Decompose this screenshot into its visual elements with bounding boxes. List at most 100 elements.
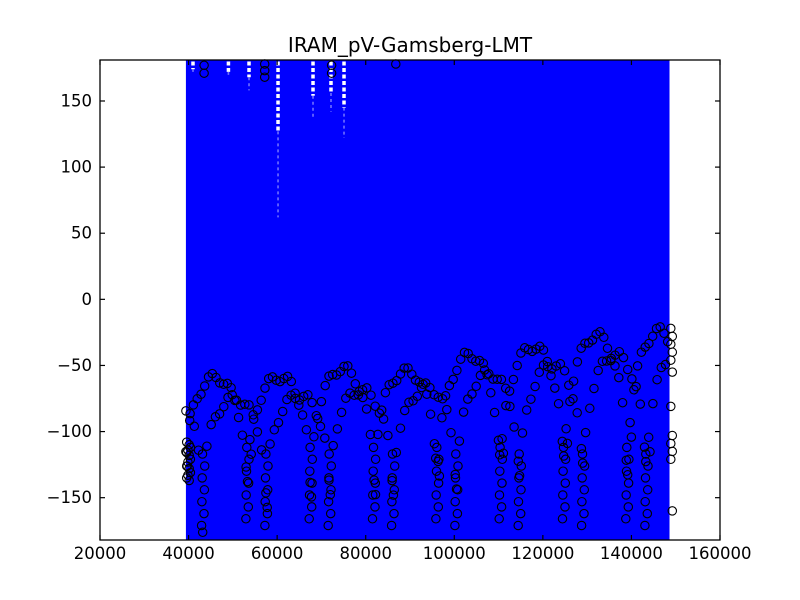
data-point-circle [199,381,210,391]
data-point-circle [389,508,399,519]
data-point-circle [437,394,448,404]
data-point-circle [316,396,327,407]
data-point-circle [286,376,297,387]
data-point-circle [241,466,252,476]
data-point-circle [357,385,368,395]
data-point-circle [243,502,254,512]
data-point-circle [602,343,613,354]
data-point-circle [431,466,442,476]
data-point-circle [560,454,571,465]
data-point-circle [215,378,225,388]
data-point-circle [433,392,444,402]
data-point-circle [622,364,633,375]
data-point-circle [297,410,308,420]
data-point-circle [577,496,587,507]
data-point-circle [500,383,511,394]
data-point-circle [309,432,319,442]
data-point-circle [558,442,569,453]
data-point-circle [617,397,628,408]
data-point-circle [489,407,500,418]
data-point-circle [324,449,334,459]
data-point-circle [307,478,317,488]
data-point-circle [516,461,527,471]
data-point-circle [644,338,654,349]
data-point-circle [273,417,284,428]
scatter-markers [181,59,678,538]
data-point-circle [265,439,275,449]
data-point-circle [246,449,256,459]
data-point-circle [263,461,273,471]
data-point-circle [579,485,590,495]
data-point-circle [496,374,507,385]
data-point-circle [185,408,195,419]
data-point-circle [577,458,588,468]
data-point-circle [326,68,337,78]
data-point-circle [618,352,629,363]
data-point-circle [412,391,423,402]
data-point-circle [323,520,333,531]
data-point-circle [446,427,456,438]
data-point-circle [196,389,206,400]
data-point-circle [431,514,441,524]
data-point-circle [343,361,353,371]
data-point-circle [555,359,566,369]
data-point-circle [183,457,193,467]
data-point-circle [585,403,595,414]
data-point-circle [259,72,270,82]
x-tick-label: 120000 [511,544,574,563]
data-point-circle [304,514,314,524]
data-point-circle [546,370,556,381]
data-point-circle [640,496,650,507]
data-point-circle [452,485,463,495]
data-point-circle [261,449,271,459]
data-point-circle [262,485,273,495]
data-point-circle [367,514,378,524]
data-point-circle [305,466,315,476]
data-point-circle [478,358,489,369]
data-point-circle [218,379,229,389]
x-tick-label: 140000 [600,544,663,563]
data-point-circle [245,434,255,445]
data-point-circle [242,476,253,487]
data-point-circle [373,429,383,440]
plot-title: IRAM_pV-Gamsberg-LMT [288,33,533,57]
data-point-circle [557,436,568,447]
data-point-circle [498,448,509,459]
data-point-circle [248,414,259,424]
data-point-circle [305,442,315,453]
data-point-circle [370,478,381,488]
data-point-circle [589,383,599,394]
data-point-circle [467,389,477,399]
data-point-circle [378,414,389,424]
data-point-circle [199,461,210,471]
data-point-circle [538,360,549,370]
data-point-circle [492,374,502,385]
data-point-circle [497,454,508,465]
data-point-circle [530,381,540,392]
data-point-circle [433,478,444,488]
data-point-circle [448,374,458,385]
data-point-circle [497,433,507,444]
data-point-circle [197,449,208,459]
data-point-circle [666,454,676,465]
data-point-circle [387,473,397,483]
data-point-circle [450,496,460,507]
data-point-circle [442,404,452,415]
data-point-circle [315,421,326,432]
data-point-circle [370,502,380,512]
blue-band-rect [185,60,670,540]
data-point-circle [560,478,571,488]
data-point-circle [486,388,496,398]
data-point-circle [241,490,251,500]
data-point-circle [517,428,528,438]
y-tick-label: 50 [71,224,92,243]
data-point-circle [623,502,634,512]
data-point-circle [550,383,560,393]
data-point-circle [497,478,507,488]
data-point-circle [640,520,650,531]
data-point-circle [387,496,397,507]
data-point-circle [558,466,568,476]
data-point-circle [514,449,524,459]
